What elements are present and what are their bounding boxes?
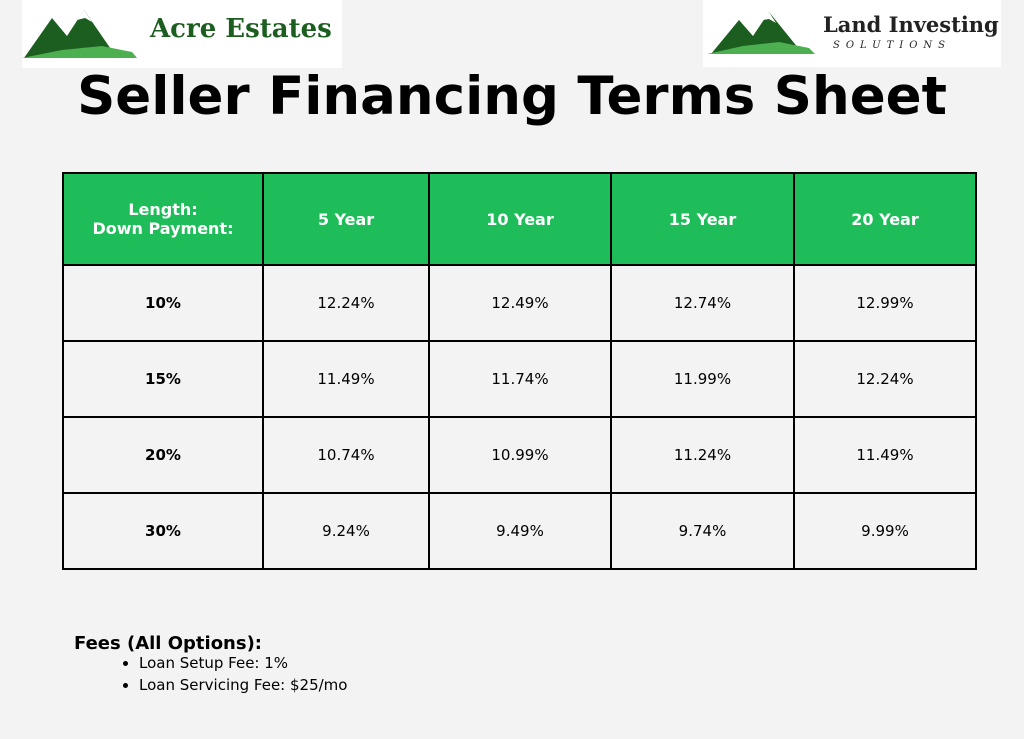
column-header: 20 Year <box>793 172 977 266</box>
rate-cell: 12.24% <box>793 340 977 418</box>
rate-cell: 10.74% <box>262 416 430 494</box>
column-header: 5 Year <box>262 172 430 266</box>
rate-cell: 12.24% <box>262 264 430 342</box>
rate-cell: 11.49% <box>793 416 977 494</box>
fees-list: Loan Setup Fee: 1%Loan Servicing Fee: $2… <box>0 652 347 696</box>
rate-cell: 9.99% <box>793 492 977 570</box>
fee-item: Loan Setup Fee: 1% <box>139 652 347 674</box>
rate-cell: 11.24% <box>610 416 795 494</box>
rate-cell: 12.49% <box>428 264 612 342</box>
column-header: 10 Year <box>428 172 612 266</box>
table-row: 10% 12.24% 12.49% 12.74% 12.99% <box>62 264 977 342</box>
logo-acre-estates: Acre Estates <box>22 0 342 68</box>
logo-text: Land Investing <box>823 12 999 37</box>
row-label: 20% <box>62 416 264 494</box>
table-row: 20% 10.74% 10.99% 11.24% 11.49% <box>62 416 977 494</box>
rate-cell: 11.74% <box>428 340 612 418</box>
column-header: 15 Year <box>610 172 795 266</box>
corner-header: Length: Down Payment: <box>62 172 264 266</box>
rate-cell: 9.49% <box>428 492 612 570</box>
rate-cell: 12.74% <box>610 264 795 342</box>
logo-subtext: SOLUTIONS <box>833 40 951 51</box>
header-row: Length: Down Payment: 5 Year 10 Year 15 Yea… <box>62 172 977 266</box>
corner-line: Down Payment: <box>92 219 234 238</box>
logo-text: Acre Estates <box>150 14 332 44</box>
row-label: 15% <box>62 340 264 418</box>
table-row: 30% 9.24% 9.49% 9.74% 9.99% <box>62 492 977 570</box>
rate-cell: 9.74% <box>610 492 795 570</box>
rate-cell: 9.24% <box>262 492 430 570</box>
title: Seller Financing Terms Sheet <box>77 66 947 127</box>
row-label: 30% <box>62 492 264 570</box>
mountain-icon <box>22 10 137 58</box>
rate-cell: 12.99% <box>793 264 977 342</box>
corner-line: Length: <box>128 200 198 219</box>
terms-table: Length: Down Payment: 5 Year 10 Year 15 Yea… <box>62 172 977 570</box>
rate-cell: 10.99% <box>428 416 612 494</box>
table-row: 15% 11.49% 11.74% 11.99% 12.24% <box>62 340 977 418</box>
rate-cell: 11.49% <box>262 340 430 418</box>
fees-heading: Fees (All Options): <box>74 633 263 654</box>
rate-cell: 11.99% <box>610 340 795 418</box>
logo-land-investing: Land Investing SOLUTIONS <box>703 0 1001 67</box>
fee-item: Loan Servicing Fee: $25/mo <box>139 674 347 696</box>
row-label: 10% <box>62 264 264 342</box>
mountain-icon <box>707 12 815 54</box>
